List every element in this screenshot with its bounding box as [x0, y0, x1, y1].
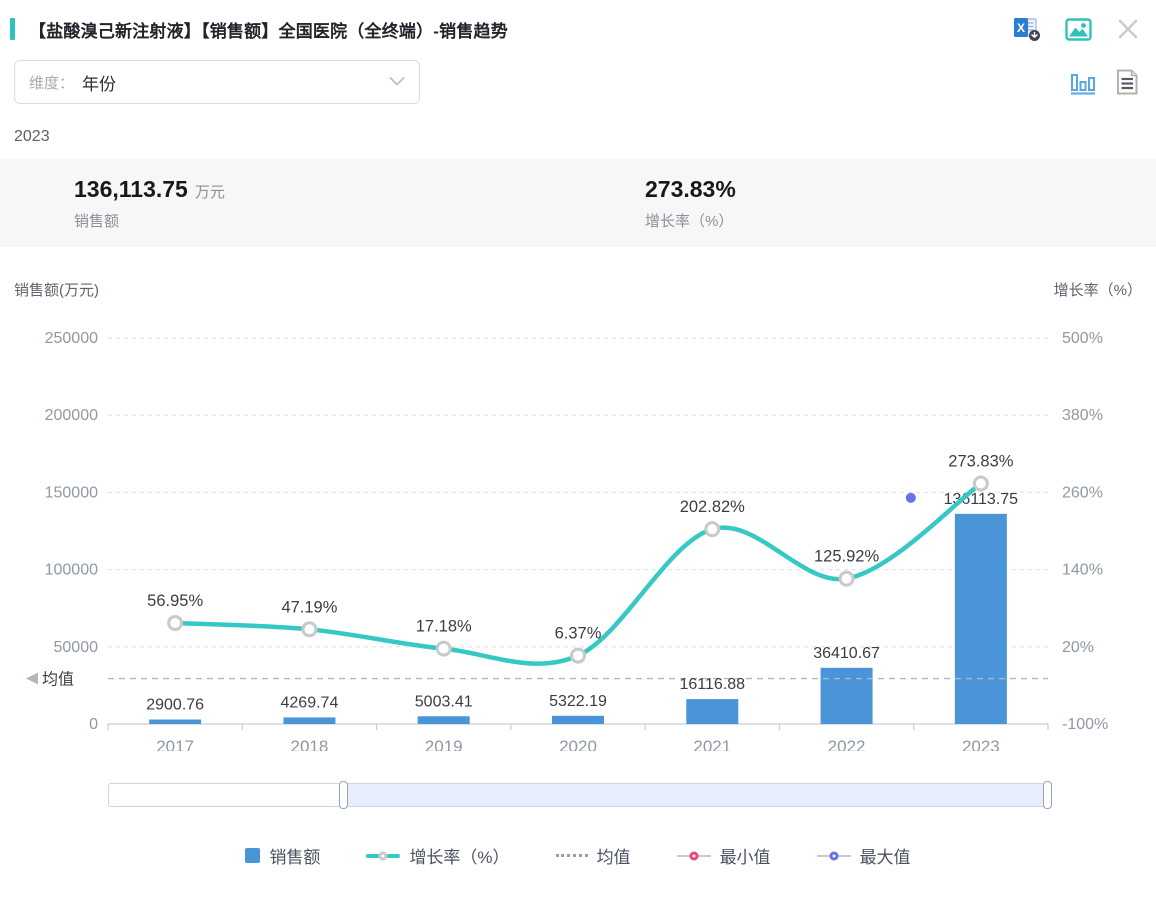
dimension-select[interactable]: 维度： 年份: [14, 60, 420, 104]
svg-text:6.37%: 6.37%: [555, 625, 602, 643]
svg-text:2900.76: 2900.76: [146, 697, 204, 714]
close-icon[interactable]: [1116, 17, 1140, 41]
svg-text:380%: 380%: [1062, 407, 1103, 424]
summary-panel: 136,113.75 万元 销售额 273.83% 增长率（%）: [0, 159, 1156, 247]
svg-text:2020: 2020: [559, 737, 597, 751]
svg-text:5322.19: 5322.19: [549, 693, 607, 710]
bar-swatch-icon: [245, 848, 261, 863]
modal-header: 【盐酸溴己新注射液】【销售额】全国医院（全终端）-销售趋势 X: [0, 0, 1156, 42]
svg-text:140%: 140%: [1062, 562, 1103, 579]
bar-chart-view-icon[interactable]: [1069, 69, 1096, 96]
svg-text:-100%: -100%: [1062, 716, 1108, 733]
svg-text:增长率（%）: 增长率（%）: [1054, 282, 1142, 299]
svg-text:47.19%: 47.19%: [281, 598, 337, 616]
svg-text:销售额(万元): 销售额(万元): [14, 282, 99, 299]
legend-label: 均值: [596, 848, 631, 867]
svg-text:200000: 200000: [45, 407, 98, 424]
svg-text:150000: 150000: [45, 484, 98, 501]
sales-value: 136,113.75: [74, 175, 188, 202]
legend-label: 最大值: [859, 848, 911, 867]
data-zoom-handle-right[interactable]: [1043, 781, 1052, 809]
svg-text:2023: 2023: [962, 737, 1000, 751]
legend-item-max[interactable]: 最大值: [816, 843, 911, 868]
svg-text:136113.75: 136113.75: [944, 491, 1019, 508]
dotted-line-icon: [555, 854, 588, 857]
trend-chart-canvas[interactable]: 0 -100% 50000 20% 100000 140% 150000 260% 200000…: [0, 281, 1156, 751]
dimension-select-label: 维度：: [29, 74, 75, 92]
svg-text:0: 0: [89, 716, 98, 733]
legend-item-growth[interactable]: 增长率（%）: [366, 843, 510, 868]
min-marker-icon: [676, 848, 711, 863]
data-zoom-handle-left[interactable]: [338, 781, 348, 809]
sales-label: 销售额: [74, 212, 120, 230]
svg-text:2019: 2019: [425, 737, 463, 751]
hovered-year-label: 2023: [14, 128, 50, 145]
legend-label: 最小值: [719, 848, 771, 867]
image-export-icon[interactable]: [1065, 17, 1092, 41]
growth-value: 273.83%: [645, 175, 736, 202]
svg-text:260%: 260%: [1062, 484, 1103, 501]
legend-item-sales[interactable]: 销售额: [245, 843, 320, 868]
dimension-select-value: 年份: [82, 74, 117, 94]
line-marker-icon: [366, 848, 401, 863]
svg-text:202.82%: 202.82%: [680, 498, 745, 516]
svg-text:50000: 50000: [54, 639, 99, 656]
legend-item-min[interactable]: 最小值: [676, 843, 771, 868]
report-view-icon[interactable]: [1114, 68, 1140, 96]
excel-export-icon[interactable]: X: [1013, 16, 1041, 42]
svg-text:2021: 2021: [693, 737, 731, 751]
chart-toolbar: 维度： 年份: [14, 60, 1140, 104]
max-marker-icon: [816, 848, 851, 863]
legend-item-mean[interactable]: 均值: [555, 843, 631, 868]
data-zoom-slider[interactable]: [108, 781, 1052, 809]
svg-text:500%: 500%: [1062, 330, 1103, 347]
legend-label: 销售额: [269, 848, 321, 867]
growth-label: 增长率（%）: [645, 212, 734, 230]
svg-text:5003.41: 5003.41: [415, 693, 473, 710]
title-accent-bar: [10, 18, 15, 40]
svg-text:125.92%: 125.92%: [814, 548, 879, 566]
chart-legend: 销售额 增长率（%） 均值 最小值 最大值: [0, 843, 1156, 868]
svg-text:100000: 100000: [45, 562, 98, 579]
svg-text:2018: 2018: [291, 737, 329, 751]
svg-text:273.83%: 273.83%: [948, 453, 1013, 471]
svg-text:2022: 2022: [828, 737, 866, 751]
data-zoom-window[interactable]: [343, 784, 1047, 806]
svg-text:4269.74: 4269.74: [281, 694, 339, 711]
legend-label: 增长率（%）: [409, 848, 510, 867]
svg-text:36410.67: 36410.67: [813, 645, 880, 662]
svg-text:16116.88: 16116.88: [680, 676, 746, 693]
svg-text:20%: 20%: [1062, 639, 1094, 656]
sales-stat: 136,113.75 万元 销售额: [74, 176, 645, 231]
svg-text:2017: 2017: [156, 737, 194, 751]
svg-text:17.18%: 17.18%: [416, 618, 472, 636]
sales-unit: 万元: [194, 183, 225, 201]
svg-text:250000: 250000: [45, 330, 98, 347]
svg-text:均值: 均值: [42, 671, 74, 689]
svg-text:X: X: [1017, 21, 1025, 35]
growth-stat: 273.83% 增长率（%）: [645, 176, 736, 231]
modal-title: 【盐酸溴己新注射液】【销售额】全国医院（全终端）-销售趋势: [29, 21, 508, 41]
chevron-down-icon: [389, 73, 405, 91]
svg-text:56.95%: 56.95%: [147, 592, 203, 610]
